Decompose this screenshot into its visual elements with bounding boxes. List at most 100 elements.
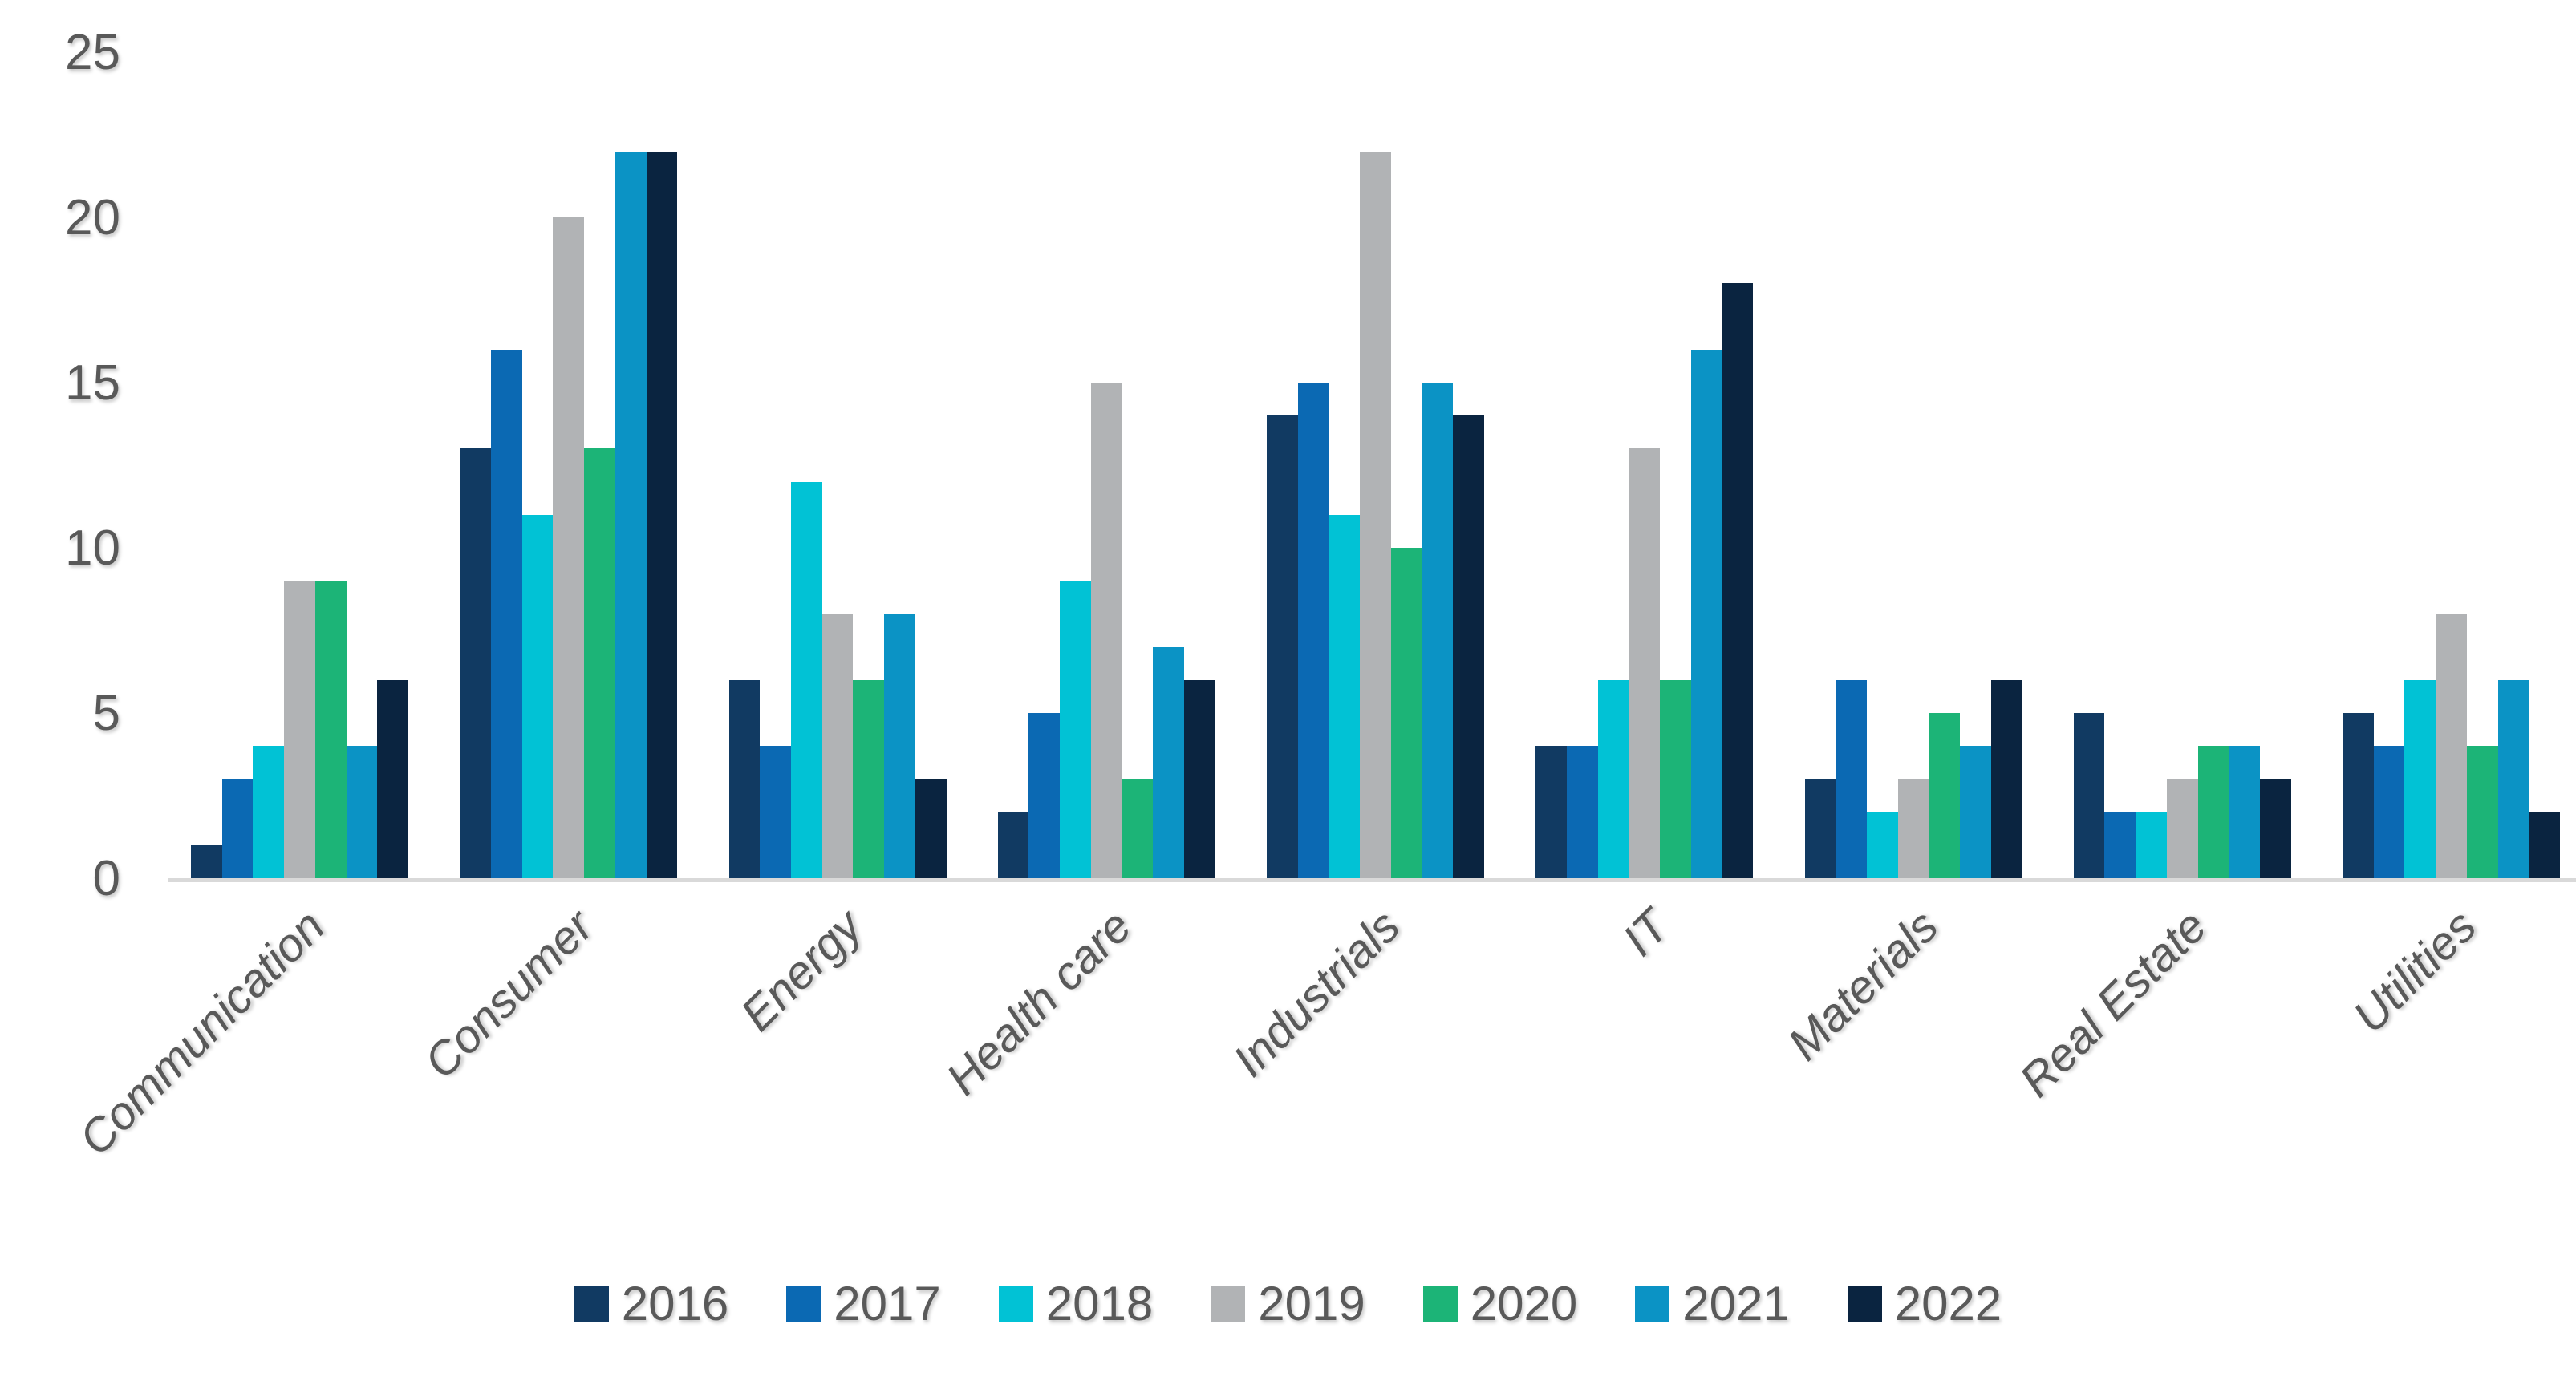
- legend-swatch-icon: [1422, 1286, 1458, 1322]
- bar-group-it: IT: [1535, 52, 1754, 966]
- bar-2018: [2136, 812, 2167, 878]
- legend-item-2021: 2021: [1635, 1277, 1790, 1330]
- plot-area: Communication Consumer Energy Health care In…: [69, 52, 2576, 1165]
- legend-label: 2022: [1894, 1277, 2002, 1330]
- bar-2022: [2260, 779, 2291, 878]
- legend-item-2018: 2018: [998, 1280, 1153, 1328]
- bar-2018: [1866, 812, 1898, 878]
- legend-swatch-icon: [1635, 1286, 1670, 1322]
- legend: 2016 2017 2018 2019 2020 2021 2022: [0, 1280, 2576, 1328]
- bar-2017: [2104, 812, 2136, 878]
- bar-2019: [1360, 151, 1391, 878]
- bar-2021: [346, 746, 378, 878]
- bar-2017: [1028, 713, 1061, 878]
- bar-2019: [553, 217, 585, 878]
- bar-2021: [1960, 746, 1991, 878]
- bar-group-communication: Communication: [69, 52, 409, 1165]
- bar-2021: [1153, 646, 1185, 878]
- bar-2022: [2529, 812, 2561, 878]
- bar-group-consumer: Consumer: [415, 52, 678, 1088]
- bar-group-industrials: Industrials: [1223, 52, 1485, 1087]
- legend-label: 2016: [621, 1277, 729, 1330]
- bar-2016: [460, 448, 491, 878]
- bar-2019: [1090, 383, 1122, 878]
- bar-group-real-estate: Real Estate: [2010, 52, 2291, 1107]
- bar-2018: [521, 514, 554, 878]
- bar-2020: [2466, 746, 2498, 878]
- bar-2016: [728, 679, 761, 878]
- legend-swatch-icon: [574, 1286, 609, 1322]
- bar-2018: [253, 746, 285, 878]
- y-tick-label: 5: [92, 686, 120, 742]
- y-axis: 0 5 10 15 20 25: [0, 28, 120, 904]
- bar-2019: [284, 581, 315, 878]
- x-category-label: Energy: [731, 900, 873, 1042]
- y-tick-label: 25: [65, 25, 120, 81]
- legend-item-2019: 2019: [1211, 1280, 1365, 1328]
- bar-2021: [615, 151, 647, 878]
- y-tick-label: 15: [65, 355, 120, 411]
- legend-label: 2017: [834, 1277, 941, 1330]
- legend-swatch-icon: [1847, 1286, 1882, 1322]
- bar-2019: [2436, 614, 2467, 878]
- bar-group-energy: Energy: [728, 52, 947, 1041]
- bar-2020: [1122, 779, 1154, 878]
- bar-2020: [314, 581, 347, 878]
- bar-2022: [646, 151, 678, 878]
- bar-2017: [2373, 746, 2405, 878]
- bar-2020: [2197, 746, 2229, 878]
- bar-2022: [1722, 283, 1754, 878]
- legend-label: 2020: [1470, 1277, 1578, 1330]
- bar-2022: [1990, 679, 2022, 878]
- x-category-label: Industrials: [1223, 900, 1410, 1087]
- bar-group-health-care: Health care: [936, 52, 1215, 1105]
- bar-2022: [377, 679, 409, 878]
- x-category-label: Real Estate: [2010, 900, 2217, 1108]
- y-tick-label: 0: [92, 851, 120, 907]
- bar-2016: [1535, 746, 1567, 878]
- bar-2020: [1929, 713, 1961, 878]
- y-tick-label: 10: [65, 520, 120, 577]
- bar-2016: [997, 812, 1029, 878]
- bar-2016: [1267, 415, 1298, 878]
- legend-label: 2021: [1682, 1277, 1790, 1330]
- x-category-label: Communication: [68, 900, 335, 1166]
- bar-2018: [1060, 581, 1091, 878]
- bar-2017: [1566, 746, 1598, 878]
- legend-swatch-icon: [786, 1286, 821, 1322]
- bar-2020: [584, 448, 615, 878]
- bar-2021: [884, 614, 915, 878]
- bar-2020: [1390, 548, 1422, 878]
- x-category-label: IT: [1613, 900, 1679, 966]
- bar-2020: [1660, 679, 1691, 878]
- bar-2019: [2166, 779, 2198, 878]
- bar-2018: [2404, 679, 2436, 878]
- x-category-label: Consumer: [414, 900, 603, 1089]
- bar-2022: [915, 779, 947, 878]
- legend-swatch-icon: [1211, 1286, 1246, 1322]
- bar-2017: [760, 746, 791, 878]
- bar-2019: [1629, 448, 1661, 878]
- y-tick-label: 20: [65, 190, 120, 246]
- x-category-label: Materials: [1777, 900, 1949, 1071]
- bar-2021: [2229, 746, 2261, 878]
- bar-2021: [2497, 679, 2529, 878]
- bar-2017: [490, 349, 522, 878]
- bar-2018: [790, 481, 822, 878]
- bar-2022: [1184, 679, 1215, 878]
- bar-2016: [2343, 713, 2374, 878]
- bar-group-utilities: Utilities: [2343, 52, 2561, 1043]
- bar-2018: [1329, 514, 1361, 878]
- bar-2016: [1804, 779, 1836, 878]
- bar-2017: [1297, 383, 1329, 878]
- x-category-label: Health care: [935, 900, 1142, 1105]
- bar-2021: [1690, 349, 1722, 878]
- bar-2019: [1897, 779, 1929, 878]
- bar-2018: [1597, 679, 1629, 878]
- legend-label: 2019: [1258, 1277, 1365, 1330]
- legend-item-2020: 2020: [1422, 1277, 1578, 1330]
- bar-2020: [853, 679, 885, 878]
- bar-group-materials: Materials: [1778, 52, 2022, 1071]
- x-category-label: Utilities: [2343, 900, 2486, 1043]
